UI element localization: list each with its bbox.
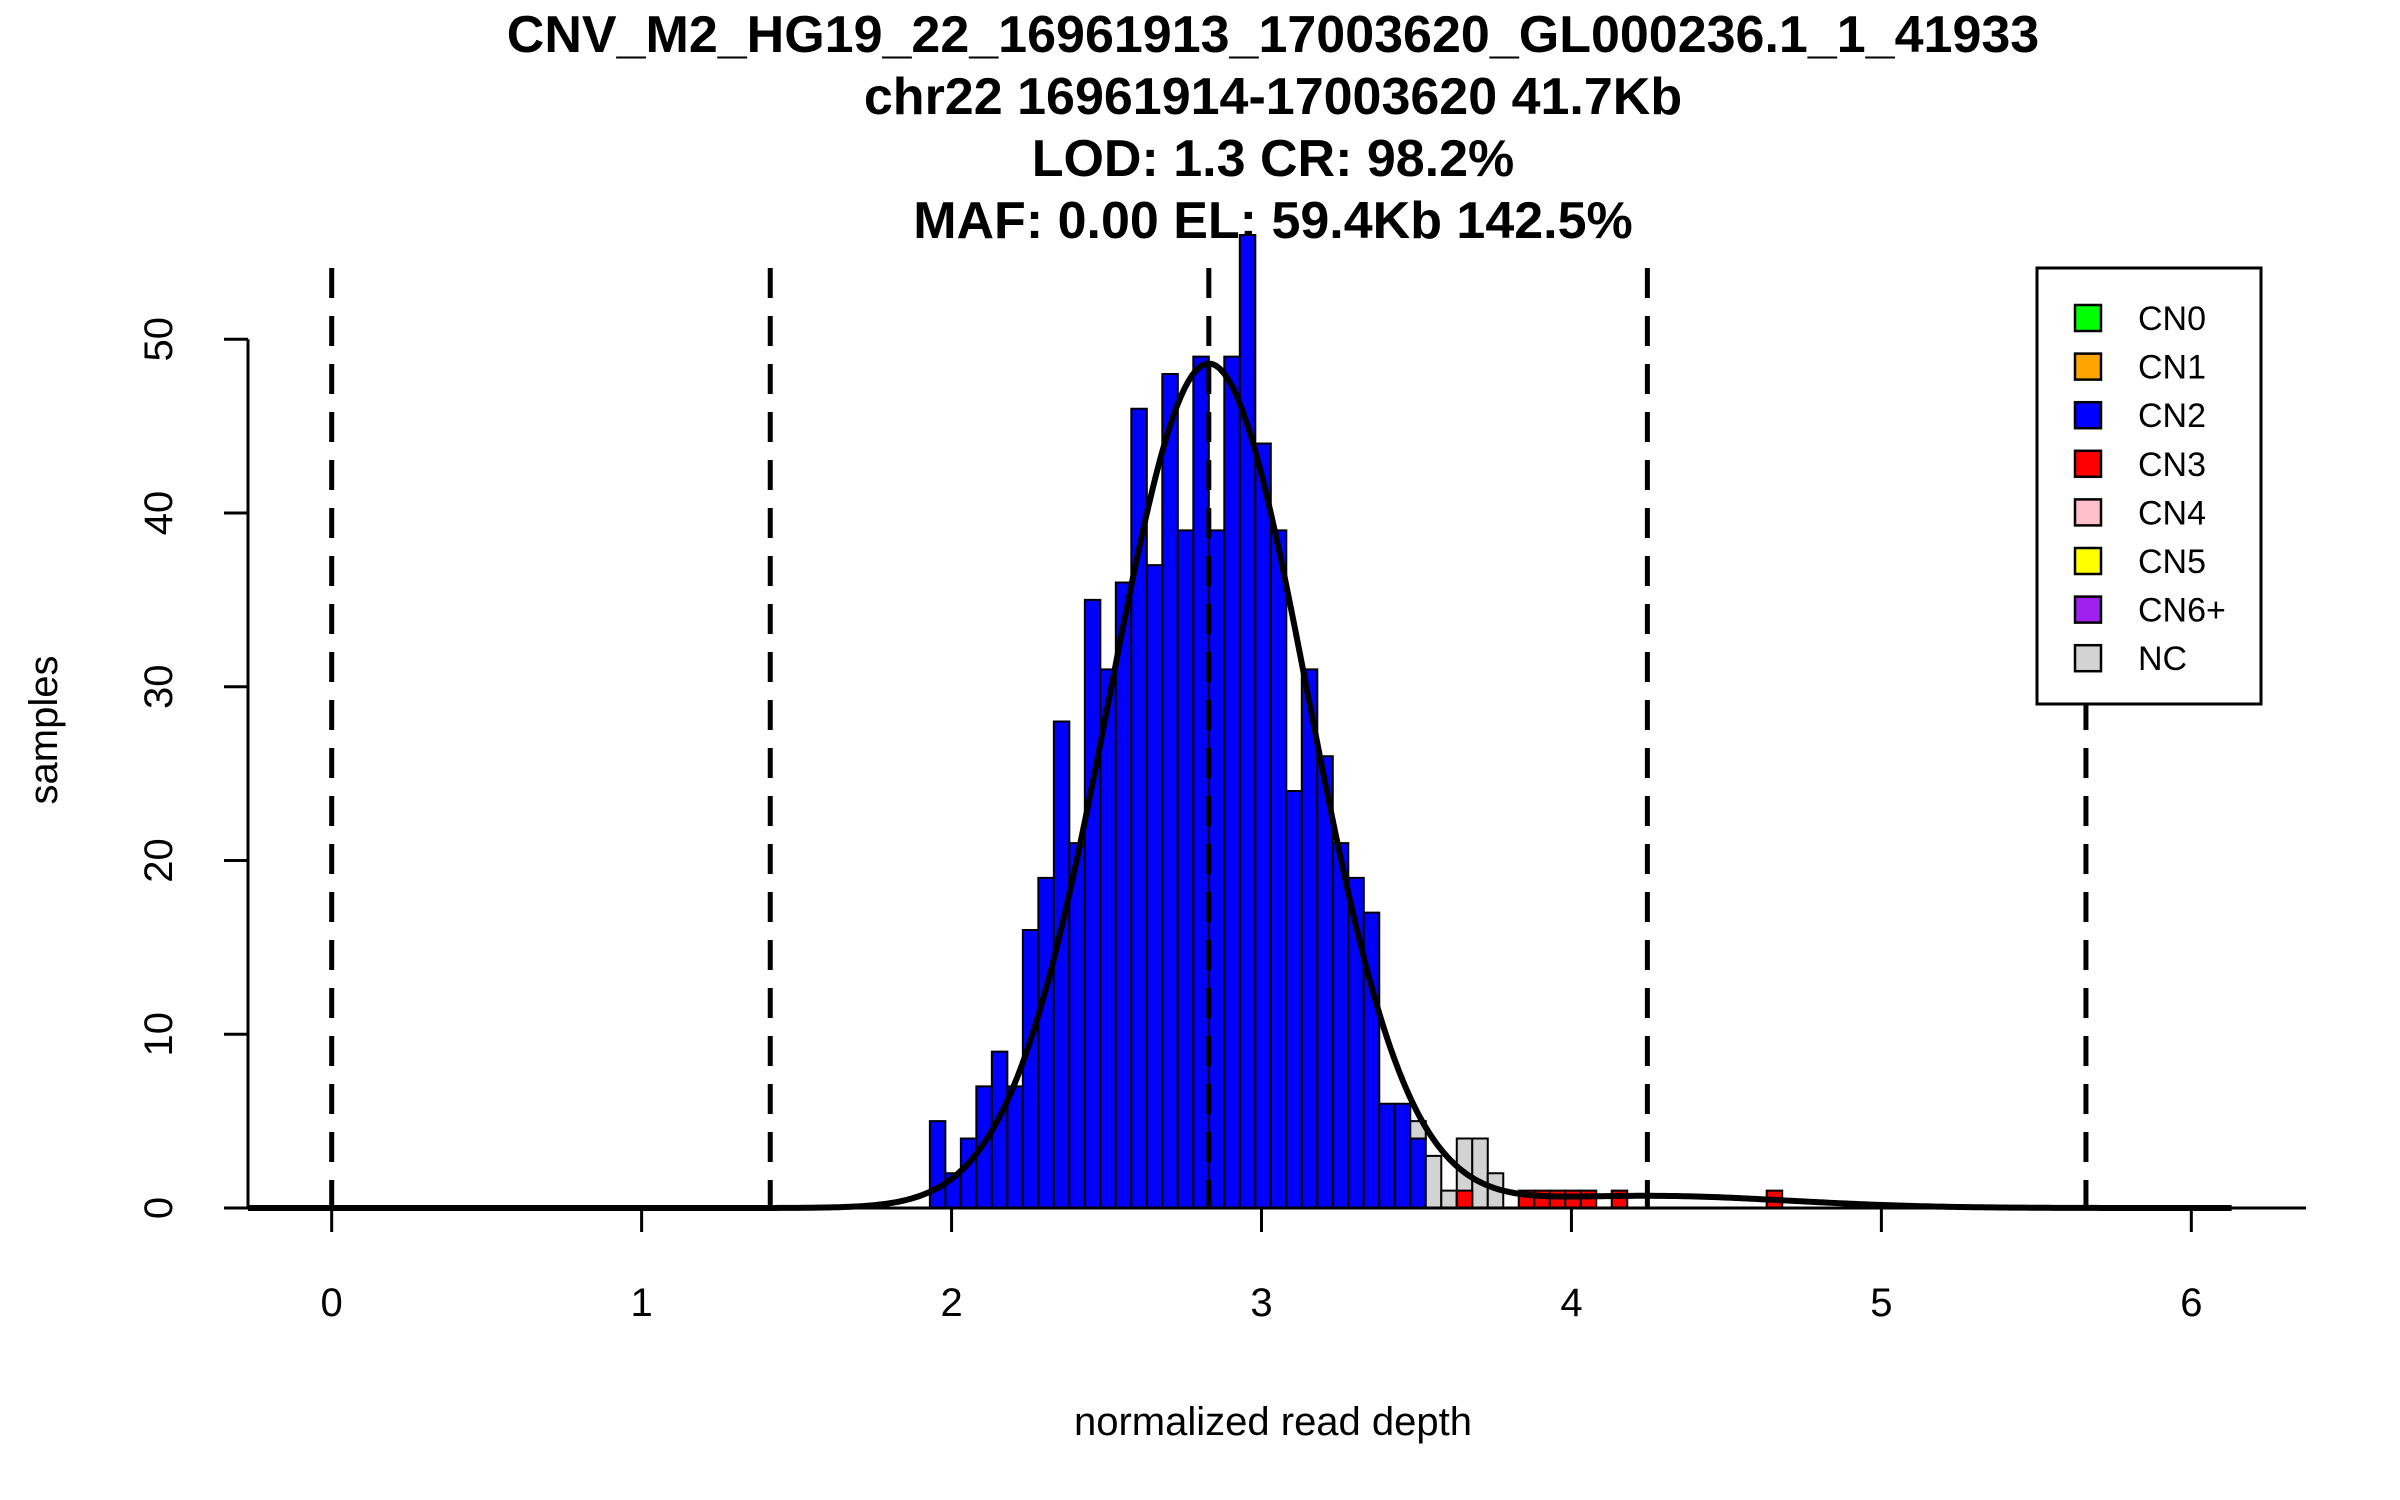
y-tick-label: 30 bbox=[137, 665, 181, 710]
histogram-bar bbox=[1455, 1189, 1474, 1210]
legend-swatch bbox=[2073, 400, 2103, 430]
legend-label: CN3 bbox=[2138, 446, 2206, 484]
histogram-bar bbox=[1409, 1137, 1427, 1209]
x-tick-label: 4 bbox=[1560, 1281, 1582, 1325]
histogram-bar bbox=[1052, 720, 1071, 1209]
x-axis-label: normalized read depth bbox=[1074, 1400, 1472, 1444]
legend-swatch bbox=[2073, 546, 2103, 576]
histogram-bar bbox=[1114, 581, 1133, 1209]
legend-swatch bbox=[2073, 303, 2103, 333]
density-curve-group bbox=[248, 360, 2232, 1211]
histogram-bar bbox=[1254, 442, 1272, 1209]
histogram-bar bbox=[1099, 668, 1117, 1210]
y-tick-label: 20 bbox=[137, 838, 181, 883]
legend-label: CN0 bbox=[2138, 300, 2206, 338]
histogram-bar bbox=[1238, 234, 1257, 1209]
histogram-bar bbox=[1269, 529, 1288, 1210]
y-axis: 0 10 20 30 40 50 bbox=[137, 317, 250, 1219]
legend-label: CN1 bbox=[2138, 349, 2206, 387]
legend-swatch bbox=[2073, 352, 2103, 381]
legend-label: NC bbox=[2138, 640, 2187, 678]
legend-swatch bbox=[2073, 643, 2103, 673]
title-line-1: CNV_M2_HG19_22_16961913_17003620_GL00023… bbox=[507, 6, 2039, 64]
histogram-bar bbox=[1068, 842, 1086, 1210]
legend-label: CN5 bbox=[2138, 543, 2206, 581]
y-tick-label: 50 bbox=[137, 317, 181, 362]
histogram-bar bbox=[1285, 790, 1303, 1209]
histogram-bar bbox=[928, 1120, 947, 1210]
histogram-bar bbox=[1440, 1189, 1458, 1210]
histogram-bar bbox=[1037, 876, 1055, 1210]
x-tick-label: 1 bbox=[630, 1281, 652, 1325]
legend-swatch bbox=[2073, 449, 2103, 479]
legend-label: CN2 bbox=[2138, 397, 2206, 435]
x-tick-label: 3 bbox=[1250, 1281, 1272, 1325]
histogram-bar bbox=[1378, 1102, 1396, 1209]
histogram-bar bbox=[1176, 529, 1195, 1210]
title-line-2: chr22 16961914-17003620 41.7Kb bbox=[864, 68, 1682, 126]
title-line-4: MAF: 0.00 EL: 59.4Kb 142.5% bbox=[913, 192, 1633, 250]
histogram-bar bbox=[1083, 598, 1102, 1210]
density-curve bbox=[248, 360, 2232, 1211]
x-tick-label: 0 bbox=[321, 1281, 343, 1325]
y-tick-label: 0 bbox=[137, 1197, 181, 1219]
histogram-bar bbox=[1424, 1154, 1443, 1210]
y-tick-label: 40 bbox=[137, 491, 181, 536]
histogram-bar bbox=[1316, 755, 1334, 1209]
histogram-bar bbox=[1161, 373, 1179, 1209]
legend-swatch bbox=[2073, 498, 2103, 527]
y-axis-label: samples bbox=[22, 656, 66, 805]
legend-swatch bbox=[2073, 595, 2103, 624]
histogram-bar bbox=[1021, 929, 1040, 1209]
x-tick-label: 6 bbox=[2180, 1281, 2202, 1325]
histogram-bar bbox=[1300, 668, 1319, 1210]
histogram-bar bbox=[1145, 564, 1164, 1210]
legend-box bbox=[2035, 266, 2263, 706]
histogram-bar bbox=[1006, 1085, 1024, 1210]
histogram-bar bbox=[1331, 842, 1350, 1210]
title-line-3: LOD: 1.3 CR: 98.2% bbox=[1032, 130, 1515, 188]
histogram-bar bbox=[1393, 1102, 1412, 1209]
x-tick-label: 2 bbox=[940, 1281, 962, 1325]
chart-title: CNV_M2_HG19_22_16961913_17003620_GL00023… bbox=[507, 6, 2039, 250]
histogram-bar bbox=[1223, 355, 1241, 1210]
y-tick-label: 10 bbox=[137, 1012, 181, 1057]
x-tick-label: 5 bbox=[1870, 1281, 1892, 1325]
histogram-bar bbox=[1471, 1137, 1489, 1209]
histogram-bars bbox=[928, 234, 1784, 1210]
legend-label: CN4 bbox=[2138, 494, 2206, 532]
histogram-bar bbox=[959, 1137, 978, 1209]
legend-label: CN6+ bbox=[2138, 592, 2226, 630]
legend: CN0 CN1 CN2 CN3 CN4 CN5 CN6+ NC bbox=[2035, 266, 2263, 706]
x-axis: 0 1 2 3 4 5 6 bbox=[248, 1206, 2306, 1325]
